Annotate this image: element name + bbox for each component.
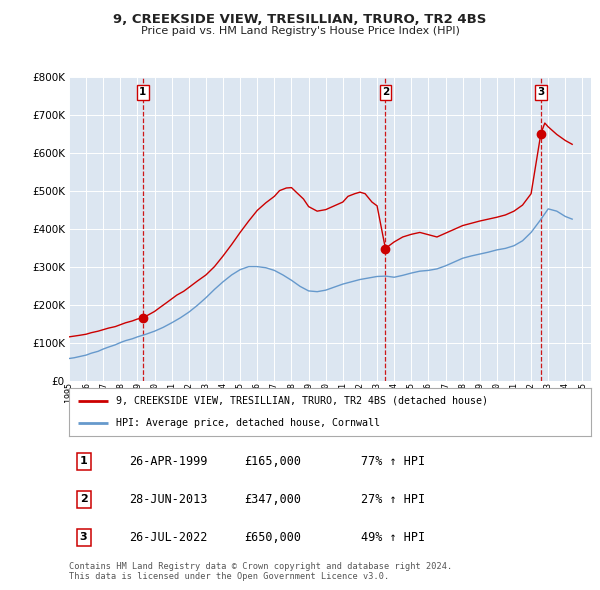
Text: 2: 2 [80,494,88,504]
Text: 27% ↑ HPI: 27% ↑ HPI [361,493,425,506]
Text: 3: 3 [80,532,88,542]
Text: £165,000: £165,000 [244,455,301,468]
Text: HPI: Average price, detached house, Cornwall: HPI: Average price, detached house, Corn… [116,418,380,428]
Text: 9, CREEKSIDE VIEW, TRESILLIAN, TRURO, TR2 4BS: 9, CREEKSIDE VIEW, TRESILLIAN, TRURO, TR… [113,13,487,26]
Text: 1: 1 [139,87,146,97]
Text: 77% ↑ HPI: 77% ↑ HPI [361,455,425,468]
Text: Contains HM Land Registry data © Crown copyright and database right 2024.
This d: Contains HM Land Registry data © Crown c… [69,562,452,581]
Text: 28-JUN-2013: 28-JUN-2013 [129,493,208,506]
Text: 26-APR-1999: 26-APR-1999 [129,455,208,468]
Text: 1: 1 [80,457,88,467]
Text: 3: 3 [537,87,544,97]
Text: £347,000: £347,000 [244,493,301,506]
Text: 2: 2 [382,87,389,97]
Text: Price paid vs. HM Land Registry's House Price Index (HPI): Price paid vs. HM Land Registry's House … [140,26,460,36]
Text: 9, CREEKSIDE VIEW, TRESILLIAN, TRURO, TR2 4BS (detached house): 9, CREEKSIDE VIEW, TRESILLIAN, TRURO, TR… [116,396,488,406]
Text: £650,000: £650,000 [244,531,301,544]
Text: 49% ↑ HPI: 49% ↑ HPI [361,531,425,544]
Text: 26-JUL-2022: 26-JUL-2022 [129,531,208,544]
